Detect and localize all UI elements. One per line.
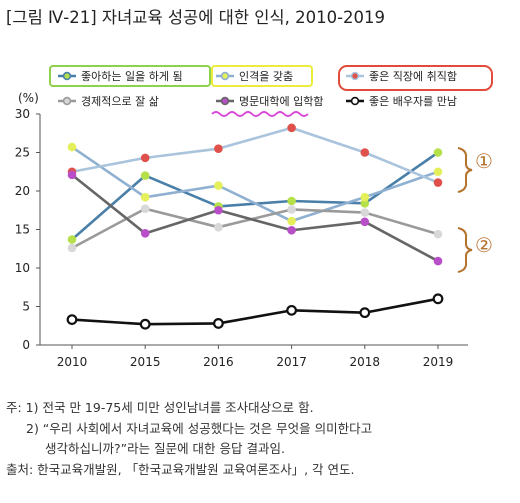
y-ticks: 0 5 10 15 20 25 30 <box>15 107 40 352</box>
data-point <box>360 217 370 227</box>
data-point <box>212 318 224 329</box>
series-group <box>66 123 444 330</box>
data-point <box>140 204 150 214</box>
y-tick-label: 10 <box>15 261 30 275</box>
y-tick-label: 30 <box>15 107 30 121</box>
source-note: 출처: 한국교육개발원, 「한국교육개발원 교육여론조사」, 각 연도. <box>6 461 355 477</box>
data-point <box>433 178 443 187</box>
legend-label: 좋은 배우자를 만남 <box>369 95 457 108</box>
legend-label: 좋아하는 일을 하게 됨 <box>81 69 183 83</box>
data-point <box>433 256 443 266</box>
data-point <box>214 144 223 153</box>
annotation-circle-1: ① <box>475 149 493 173</box>
legend-highlight-red <box>338 65 493 91</box>
legend-label: 경제적으로 잘 삶 <box>81 95 159 108</box>
legend-label: 명문대학에 입학함 <box>239 95 323 108</box>
y-tick-label: 5 <box>22 300 30 314</box>
data-point <box>287 123 296 133</box>
legend-label: 인격을 갖춤 <box>239 70 293 83</box>
x-tick-label: 2010 <box>57 355 88 369</box>
y-axis-unit: (%) <box>18 91 39 105</box>
brace-group-1 <box>457 147 473 193</box>
x-tick-label: 2016 <box>203 355 234 369</box>
series-line-1 <box>71 146 439 223</box>
data-point <box>140 171 150 180</box>
data-point <box>214 181 223 190</box>
figure-title: [그림 Ⅳ-21] 자녀교육 성공에 대한 인식, 2010-2019 <box>6 8 386 27</box>
brace-group-2 <box>457 227 473 273</box>
footnote-2-cont: 생각하십니까?”라는 질문에 대한 응답 결과임. <box>45 441 285 456</box>
footnote-1: 주: 1) 전국 만 19-75세 미만 성인남녀를 조사대상으로 함. <box>6 400 314 415</box>
data-point <box>360 208 370 217</box>
footnotes: 주: 1) 전국 만 19-75세 미만 성인남녀를 조사대상으로 함. 2) … <box>6 398 372 480</box>
series-line-0 <box>71 151 439 241</box>
data-point <box>432 293 444 305</box>
y-tick-label: 20 <box>15 184 30 198</box>
y-tick-label: 0 <box>22 338 30 352</box>
data-point <box>287 225 296 235</box>
data-point <box>214 222 223 232</box>
legend-highlight-yellow <box>211 65 313 87</box>
data-point <box>287 216 296 226</box>
data-point <box>433 148 443 157</box>
data-point <box>67 235 77 244</box>
data-point <box>214 205 223 215</box>
y-tick-label: 25 <box>15 146 30 160</box>
legend-swatch-marker <box>350 71 360 81</box>
x-tick-label: 2018 <box>350 355 381 369</box>
data-point <box>140 153 150 163</box>
legend-swatch-marker <box>220 96 230 106</box>
data-point <box>360 192 370 202</box>
data-point <box>360 148 370 157</box>
data-point <box>433 229 443 239</box>
legend-highlight-green <box>49 65 211 87</box>
series-line-3 <box>71 207 439 250</box>
x-tick-label: 2015 <box>130 355 161 369</box>
data-point <box>140 192 150 202</box>
y-tick-label: 15 <box>15 223 30 237</box>
x-tick-label: 2019 <box>423 355 454 369</box>
data-point <box>139 318 151 330</box>
legend-swatch-marker <box>62 71 72 81</box>
legend-label: 좋은 직장에 취직함 <box>369 70 457 83</box>
data-point <box>286 304 298 316</box>
annotation-circle-2: ② <box>475 233 493 257</box>
data-point <box>359 307 371 319</box>
series-line-5 <box>71 297 439 326</box>
data-point <box>140 229 150 238</box>
data-point <box>287 205 296 214</box>
data-point <box>360 199 370 208</box>
data-point <box>287 196 296 206</box>
legend-swatch-marker <box>62 96 72 106</box>
data-point <box>67 243 77 253</box>
data-point <box>67 142 77 152</box>
data-point <box>67 170 77 180</box>
footnote-2: 2) “우리 사회에서 자녀교육에 성공했다는 것은 무엇을 의미한다고 <box>26 420 373 436</box>
legend-underline-squiggle <box>211 111 309 117</box>
legend-swatch-marker <box>350 96 360 106</box>
x-ticks: 2010 2015 2016 2017 2018 2019 <box>57 345 454 369</box>
series-line-2 <box>71 126 439 184</box>
data-point <box>433 167 443 177</box>
x-tick-label: 2017 <box>276 355 307 369</box>
data-point <box>66 314 78 325</box>
legend-swatch-marker <box>220 71 230 81</box>
series-line-4 <box>71 173 439 263</box>
